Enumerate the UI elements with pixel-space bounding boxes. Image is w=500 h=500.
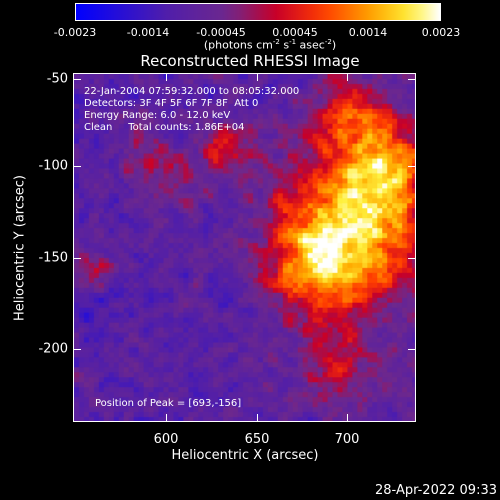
info-energy: Energy Range: 6.0 - 12.0 keV xyxy=(84,110,231,121)
plot-title: Reconstructed RHESSI Image xyxy=(140,52,360,70)
y-tick-label: -150 xyxy=(38,250,68,266)
colorbar-tick: -0.0014 xyxy=(126,26,170,39)
x-tick-label: 650 xyxy=(244,432,270,447)
rhessi-image: 22-Jan-2004 07:59:32.000 to 08:05:32.000… xyxy=(73,73,416,422)
info-peak-position: Position of Peak = [693,-156] xyxy=(95,398,242,409)
colorbar-tick: 0.0023 xyxy=(421,26,461,39)
x-tick-mark xyxy=(347,414,348,422)
colorbar xyxy=(75,3,441,21)
y-tick-mark xyxy=(408,79,416,80)
colorbar-tick: 0.00045 xyxy=(272,26,318,39)
x-tick-mark xyxy=(166,414,167,422)
y-tick-mark xyxy=(73,258,81,259)
x-tick-label: 700 xyxy=(334,432,360,447)
y-tick-mark xyxy=(73,349,81,350)
y-tick-mark xyxy=(73,166,81,167)
y-tick-mark xyxy=(408,258,416,259)
colorbar-unit: (photons cm-2 s-1 asec-2) xyxy=(203,38,337,52)
x-tick-mark xyxy=(347,73,348,81)
info-time: 22-Jan-2004 07:59:32.000 to 08:05:32.000 xyxy=(84,86,300,97)
image-canvas xyxy=(74,74,415,421)
x-axis-label: Heliocentric X (arcsec) xyxy=(171,448,319,463)
y-tick-mark xyxy=(73,79,81,80)
info-counts: Clean Total counts: 1.86E+04 xyxy=(84,122,245,133)
colorbar-tick: -0.00045 xyxy=(196,26,246,39)
y-tick-label: -100 xyxy=(38,158,68,174)
info-detectors: Detectors: 3F 4F 5F 6F 7F 8F Att 0 xyxy=(84,98,259,109)
y-axis-label: Heliocentric Y (arcsec) xyxy=(12,175,28,321)
x-tick-label: 600 xyxy=(153,432,179,447)
colorbar-tick: -0.0023 xyxy=(53,26,97,39)
footer-timestamp: 28-Apr-2022 09:33 xyxy=(375,483,497,498)
colorbar-tick: 0.0014 xyxy=(348,26,388,39)
y-tick-label: -50 xyxy=(46,71,68,87)
y-tick-mark xyxy=(408,166,416,167)
y-tick-label: -200 xyxy=(38,341,68,357)
x-tick-mark xyxy=(257,414,258,422)
x-tick-mark xyxy=(257,73,258,81)
y-tick-mark xyxy=(408,349,416,350)
x-tick-mark xyxy=(166,73,167,81)
